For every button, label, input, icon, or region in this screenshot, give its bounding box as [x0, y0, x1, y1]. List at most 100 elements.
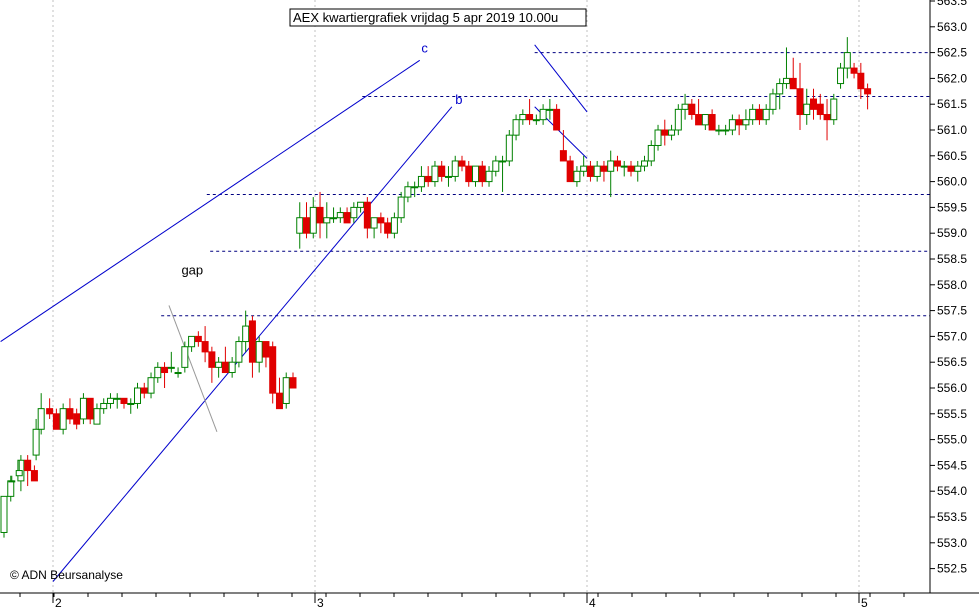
candle-body — [755, 108, 763, 121]
candle-body — [336, 212, 344, 219]
candle-body — [357, 201, 365, 208]
candle-body — [417, 175, 425, 188]
candle-body — [634, 165, 642, 172]
candle-body — [86, 397, 94, 420]
candle-body — [208, 351, 216, 368]
y-tick-label: 554.0 — [937, 484, 967, 498]
candle-body — [444, 175, 452, 178]
candle-body — [424, 175, 432, 183]
support-levels — [161, 52, 930, 317]
candle — [641, 155, 649, 172]
candle-body — [837, 67, 845, 85]
candle — [505, 130, 513, 167]
candle — [607, 150, 615, 198]
candle-body — [15, 470, 23, 477]
candle — [167, 351, 175, 373]
candle-body — [343, 212, 351, 224]
candle — [296, 202, 304, 249]
annotation-gap: gap — [181, 262, 203, 277]
candle — [93, 403, 101, 425]
candle-body — [235, 341, 243, 363]
y-tick-label: 556.5 — [937, 355, 967, 369]
candle — [810, 88, 818, 120]
candle-body — [512, 119, 520, 136]
channel-line — [168, 305, 218, 433]
candle — [330, 207, 338, 223]
candle — [722, 124, 730, 136]
candle-body — [823, 114, 831, 121]
candle — [472, 165, 480, 187]
candle-body — [722, 129, 730, 132]
candle — [417, 166, 425, 192]
y-tick-label: 558.5 — [937, 252, 967, 266]
candle-body — [472, 165, 480, 183]
candle-body — [701, 114, 709, 126]
y-tick-label: 558.0 — [937, 278, 967, 292]
candle — [343, 207, 351, 224]
candle-body — [377, 217, 385, 224]
candle-body — [850, 67, 858, 74]
candle-body — [282, 377, 290, 404]
x-tick-label: 5 — [861, 596, 868, 610]
candle — [46, 398, 54, 419]
candle-body — [390, 217, 398, 234]
candle-body — [810, 98, 818, 110]
candle-body — [654, 129, 662, 146]
candle — [688, 99, 696, 120]
candle — [30, 465, 38, 482]
candle — [100, 398, 108, 414]
candle-body — [194, 335, 202, 343]
candle — [235, 336, 243, 368]
y-tick-label: 560.5 — [937, 149, 967, 163]
candle-body — [46, 408, 54, 415]
candle — [363, 197, 371, 239]
candle — [289, 372, 297, 389]
candle — [843, 37, 851, 79]
candle — [194, 331, 202, 347]
candle-body — [613, 160, 621, 167]
candle — [390, 212, 398, 239]
copyright-label: © ADN Beursanalyse — [10, 568, 123, 582]
x-tick-label: 2 — [55, 596, 62, 610]
candle — [573, 166, 581, 187]
candle-body — [242, 325, 250, 343]
candle-body — [350, 206, 358, 219]
candle — [377, 212, 385, 234]
candle — [539, 104, 547, 125]
candle-body — [370, 217, 378, 229]
candle — [438, 160, 446, 182]
candle-body — [201, 341, 209, 353]
candle — [742, 109, 750, 130]
candle — [221, 346, 229, 374]
candle — [282, 372, 290, 409]
x-tick-label: 3 — [317, 596, 324, 610]
candle-body — [59, 408, 67, 430]
y-tick-label: 552.5 — [937, 562, 967, 576]
candle-body — [776, 83, 784, 95]
x-tick-label: 4 — [589, 596, 596, 610]
candle — [755, 104, 763, 125]
candle — [275, 377, 283, 410]
candle-body — [330, 217, 338, 220]
candle — [499, 155, 507, 192]
candle — [803, 88, 811, 125]
candle — [404, 181, 412, 203]
candle-body — [668, 129, 676, 136]
candle-body — [539, 108, 547, 121]
candle — [269, 341, 277, 404]
candles — [0, 37, 872, 538]
candle — [546, 99, 554, 120]
candle — [0, 495, 8, 538]
candle-body — [715, 129, 723, 132]
y-tick-label: 562.5 — [937, 46, 967, 60]
candle — [668, 124, 676, 141]
candle — [120, 397, 128, 409]
candle — [492, 155, 500, 177]
candle — [7, 475, 15, 502]
candle — [715, 124, 723, 136]
candle — [776, 78, 784, 110]
candle — [837, 62, 845, 89]
candle-body — [661, 129, 669, 136]
y-axis: 552.5 553.0 553.5 554.0 554.5 555.0 555.5 556.0… — [929, 0, 967, 593]
